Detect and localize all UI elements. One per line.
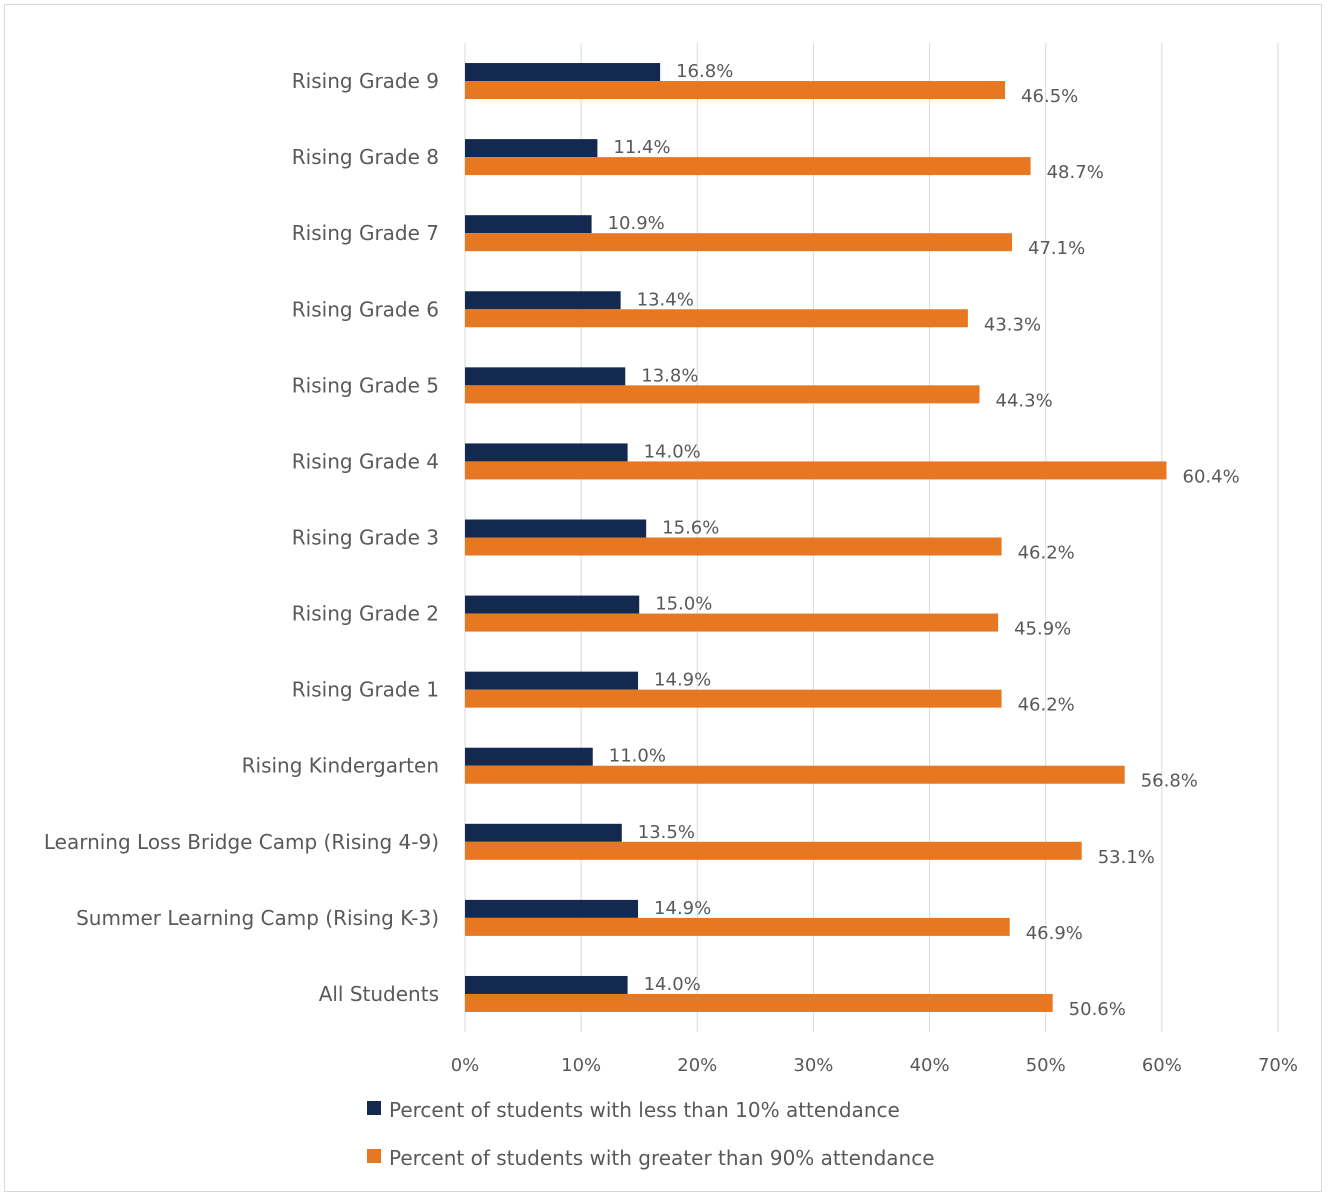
bar-high-attendance (465, 993, 1053, 1012)
legend-label: Percent of students with greater than 90… (389, 1146, 935, 1170)
bar-high-attendance (465, 841, 1082, 860)
legend: Percent of students with less than 10% a… (367, 1098, 935, 1170)
x-tick-label: 10% (561, 1055, 601, 1076)
bar-high-attendance (465, 157, 1031, 176)
data-label-low-attendance: 13.5% (638, 822, 695, 843)
bar-low-attendance (465, 595, 640, 614)
bar-high-attendance (465, 233, 1013, 252)
category-label: Rising Grade 1 (292, 678, 439, 702)
bar-high-attendance (465, 613, 999, 632)
x-tick-label: 0% (451, 1055, 480, 1076)
data-label-low-attendance: 16.8% (676, 61, 733, 82)
bar-low-attendance (465, 367, 626, 386)
data-label-high-attendance: 44.3% (996, 390, 1053, 411)
data-label-high-attendance: 43.3% (984, 314, 1041, 335)
bar-high-attendance (465, 689, 1002, 708)
bar-low-attendance (465, 899, 639, 918)
bar-high-attendance (465, 765, 1125, 784)
category-label: Learning Loss Bridge Camp (Rising 4-9) (44, 830, 439, 854)
bars (465, 63, 1167, 1012)
data-labels: 16.8% 46.5% 11.4% 48.7% 10.9% 47.1% 13.4% 43.3%… (608, 61, 1240, 1020)
x-tick-label: 40% (910, 1055, 950, 1076)
data-label-high-attendance: 50.6% (1069, 999, 1126, 1020)
bar-high-attendance (465, 81, 1006, 100)
category-label: Rising Kindergarten (242, 754, 439, 778)
data-label-low-attendance: 13.8% (641, 365, 698, 386)
x-tick-label: 50% (1026, 1055, 1066, 1076)
x-tick-label: 20% (677, 1055, 717, 1076)
bar-low-attendance (465, 747, 593, 766)
x-tick-label: 60% (1142, 1055, 1182, 1076)
data-label-high-attendance: 60.4% (1183, 466, 1240, 487)
bar-high-attendance (465, 461, 1167, 480)
data-label-high-attendance: 47.1% (1028, 238, 1085, 259)
data-label-low-attendance: 10.9% (608, 213, 665, 234)
category-label: Rising Grade 2 (292, 602, 439, 626)
category-label: Rising Grade 9 (292, 69, 439, 93)
bar-low-attendance (465, 975, 628, 994)
data-label-high-attendance: 53.1% (1098, 847, 1155, 868)
data-label-high-attendance: 46.2% (1018, 543, 1075, 564)
bar-high-attendance (465, 385, 980, 404)
data-label-low-attendance: 14.9% (654, 670, 711, 691)
category-label: All Students (319, 982, 439, 1006)
data-label-low-attendance: 14.0% (644, 974, 701, 995)
category-label: Rising Grade 3 (292, 526, 439, 550)
data-label-low-attendance: 15.6% (662, 518, 719, 539)
bar-low-attendance (465, 139, 598, 158)
data-label-high-attendance: 45.9% (1014, 619, 1071, 640)
category-label: Rising Grade 8 (292, 145, 439, 169)
x-axis-ticks: 0% 10% 20% 30% 40% 50% 60% 70% (451, 1055, 1298, 1076)
bar-low-attendance (465, 291, 621, 310)
data-label-high-attendance: 56.8% (1141, 771, 1198, 792)
category-label: Rising Grade 6 (292, 297, 439, 321)
category-labels: Rising Grade 9 Rising Grade 8 Rising Grade… (44, 69, 439, 1006)
data-label-high-attendance: 48.7% (1047, 162, 1104, 183)
bar-low-attendance (465, 519, 647, 538)
legend-label: Percent of students with less than 10% a… (389, 1098, 900, 1122)
data-label-low-attendance: 14.0% (644, 441, 701, 462)
data-label-high-attendance: 46.9% (1026, 923, 1083, 944)
bar-low-attendance (465, 823, 622, 842)
x-tick-label: 30% (793, 1055, 833, 1076)
category-label: Rising Grade 4 (292, 449, 439, 473)
category-label: Rising Grade 5 (292, 373, 439, 397)
x-tick-label: 70% (1258, 1055, 1298, 1076)
data-label-high-attendance: 46.5% (1021, 86, 1078, 107)
legend-swatch (367, 1101, 381, 1115)
data-label-low-attendance: 15.0% (655, 594, 712, 615)
bar-high-attendance (465, 537, 1002, 556)
data-label-low-attendance: 13.4% (637, 289, 694, 310)
data-label-low-attendance: 11.4% (613, 137, 670, 158)
bar-low-attendance (465, 63, 661, 82)
legend-swatch (367, 1149, 381, 1163)
bar-low-attendance (465, 215, 592, 234)
bar-high-attendance (465, 917, 1010, 936)
data-label-low-attendance: 11.0% (609, 746, 666, 767)
data-label-low-attendance: 14.9% (654, 898, 711, 919)
data-label-high-attendance: 46.2% (1018, 695, 1075, 716)
bar-low-attendance (465, 443, 628, 462)
bar-low-attendance (465, 671, 639, 690)
bar-high-attendance (465, 309, 968, 328)
category-label: Summer Learning Camp (Rising K-3) (76, 906, 439, 930)
category-label: Rising Grade 7 (292, 221, 439, 245)
